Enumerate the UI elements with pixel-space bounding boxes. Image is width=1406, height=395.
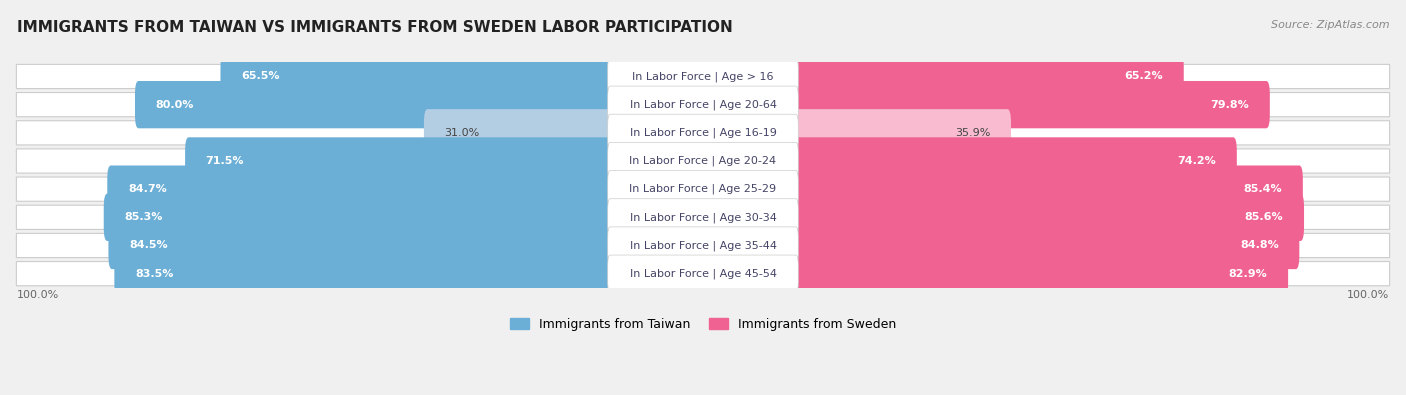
FancyBboxPatch shape bbox=[114, 250, 613, 297]
Text: 35.9%: 35.9% bbox=[955, 128, 990, 138]
FancyBboxPatch shape bbox=[607, 86, 799, 123]
Text: 80.0%: 80.0% bbox=[156, 100, 194, 110]
FancyBboxPatch shape bbox=[423, 109, 613, 156]
FancyBboxPatch shape bbox=[107, 166, 613, 213]
Text: In Labor Force | Age 20-24: In Labor Force | Age 20-24 bbox=[630, 156, 776, 166]
FancyBboxPatch shape bbox=[17, 233, 1389, 258]
Text: In Labor Force | Age > 16: In Labor Force | Age > 16 bbox=[633, 71, 773, 82]
Text: In Labor Force | Age 30-34: In Labor Force | Age 30-34 bbox=[630, 212, 776, 222]
FancyBboxPatch shape bbox=[793, 222, 1299, 269]
FancyBboxPatch shape bbox=[104, 194, 613, 241]
Text: 65.2%: 65.2% bbox=[1125, 71, 1163, 81]
Text: 84.8%: 84.8% bbox=[1240, 241, 1278, 250]
Text: Source: ZipAtlas.com: Source: ZipAtlas.com bbox=[1271, 20, 1389, 30]
FancyBboxPatch shape bbox=[17, 64, 1389, 88]
Text: In Labor Force | Age 35-44: In Labor Force | Age 35-44 bbox=[630, 240, 776, 251]
FancyBboxPatch shape bbox=[607, 114, 799, 151]
FancyBboxPatch shape bbox=[607, 255, 799, 292]
FancyBboxPatch shape bbox=[17, 205, 1389, 229]
FancyBboxPatch shape bbox=[793, 53, 1184, 100]
FancyBboxPatch shape bbox=[793, 194, 1303, 241]
Text: 82.9%: 82.9% bbox=[1229, 269, 1267, 278]
FancyBboxPatch shape bbox=[607, 199, 799, 236]
Text: In Labor Force | Age 45-54: In Labor Force | Age 45-54 bbox=[630, 269, 776, 279]
Text: 84.7%: 84.7% bbox=[128, 184, 167, 194]
FancyBboxPatch shape bbox=[793, 137, 1237, 184]
FancyBboxPatch shape bbox=[607, 171, 799, 208]
Text: 83.5%: 83.5% bbox=[135, 269, 173, 278]
Text: 74.2%: 74.2% bbox=[1177, 156, 1216, 166]
FancyBboxPatch shape bbox=[793, 166, 1303, 213]
FancyBboxPatch shape bbox=[186, 137, 613, 184]
FancyBboxPatch shape bbox=[793, 109, 1011, 156]
FancyBboxPatch shape bbox=[793, 81, 1270, 128]
FancyBboxPatch shape bbox=[607, 227, 799, 264]
Text: 85.4%: 85.4% bbox=[1243, 184, 1282, 194]
FancyBboxPatch shape bbox=[221, 53, 613, 100]
Text: 71.5%: 71.5% bbox=[205, 156, 245, 166]
FancyBboxPatch shape bbox=[793, 250, 1288, 297]
FancyBboxPatch shape bbox=[17, 149, 1389, 173]
FancyBboxPatch shape bbox=[17, 177, 1389, 201]
Text: In Labor Force | Age 20-64: In Labor Force | Age 20-64 bbox=[630, 100, 776, 110]
FancyBboxPatch shape bbox=[135, 81, 613, 128]
Text: In Labor Force | Age 25-29: In Labor Force | Age 25-29 bbox=[630, 184, 776, 194]
Text: 31.0%: 31.0% bbox=[444, 128, 479, 138]
Text: 85.3%: 85.3% bbox=[124, 213, 163, 222]
Text: 65.5%: 65.5% bbox=[240, 71, 280, 81]
Text: 100.0%: 100.0% bbox=[17, 290, 59, 300]
Text: 79.8%: 79.8% bbox=[1211, 100, 1249, 110]
Text: 84.5%: 84.5% bbox=[129, 241, 167, 250]
Text: 100.0%: 100.0% bbox=[1347, 290, 1389, 300]
Legend: Immigrants from Taiwan, Immigrants from Sweden: Immigrants from Taiwan, Immigrants from … bbox=[510, 318, 896, 331]
FancyBboxPatch shape bbox=[108, 222, 613, 269]
FancyBboxPatch shape bbox=[17, 261, 1389, 286]
Text: 85.6%: 85.6% bbox=[1244, 213, 1284, 222]
Text: In Labor Force | Age 16-19: In Labor Force | Age 16-19 bbox=[630, 128, 776, 138]
FancyBboxPatch shape bbox=[17, 92, 1389, 117]
FancyBboxPatch shape bbox=[17, 121, 1389, 145]
Text: IMMIGRANTS FROM TAIWAN VS IMMIGRANTS FROM SWEDEN LABOR PARTICIPATION: IMMIGRANTS FROM TAIWAN VS IMMIGRANTS FRO… bbox=[17, 20, 733, 35]
FancyBboxPatch shape bbox=[607, 58, 799, 95]
FancyBboxPatch shape bbox=[607, 142, 799, 180]
